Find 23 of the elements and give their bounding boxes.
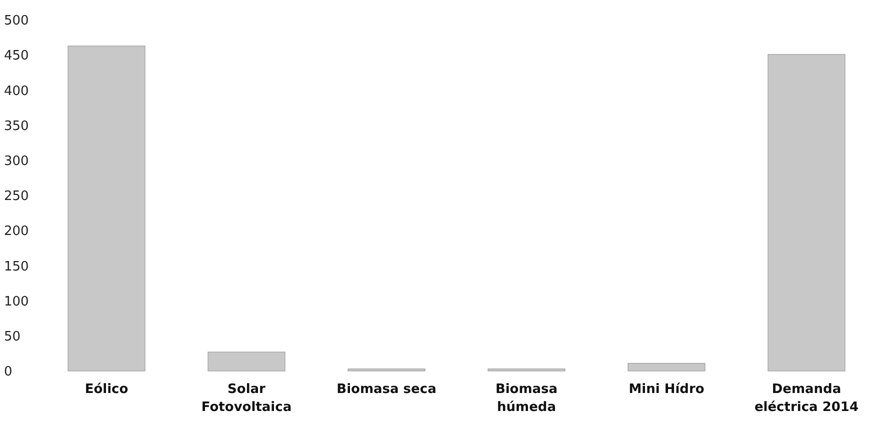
x-tick-label: Demanda eléctrica 2014 bbox=[754, 382, 859, 415]
y-tick-label: 200 bbox=[4, 224, 29, 240]
x-tick-label: Mini Hídro bbox=[628, 382, 704, 397]
bar bbox=[208, 352, 286, 372]
x-tick-label: Biomasa seca bbox=[336, 382, 436, 397]
bar bbox=[768, 54, 846, 372]
y-tick-label: 400 bbox=[4, 84, 29, 99]
y-tick-label: 50 bbox=[4, 329, 21, 344]
y-tick-label: 250 bbox=[4, 189, 29, 204]
y-tick-label: 350 bbox=[4, 118, 29, 134]
y-tick-label: 0 bbox=[4, 364, 12, 380]
x-tick-label: Eólico bbox=[84, 382, 128, 397]
bar bbox=[628, 362, 706, 372]
bar bbox=[68, 46, 146, 372]
y-tick-label: 450 bbox=[4, 48, 29, 64]
y-tick-label: 100 bbox=[4, 294, 29, 310]
y-tick-label: 500 bbox=[4, 14, 29, 29]
y-tick-label: 300 bbox=[4, 154, 29, 169]
y-tick-label: 150 bbox=[4, 259, 29, 274]
x-tick-label: Solar Fotovoltaica bbox=[201, 382, 292, 415]
bar bbox=[348, 368, 426, 372]
bar bbox=[488, 368, 566, 372]
x-tick-label: Biomasa húmeda bbox=[495, 382, 558, 415]
